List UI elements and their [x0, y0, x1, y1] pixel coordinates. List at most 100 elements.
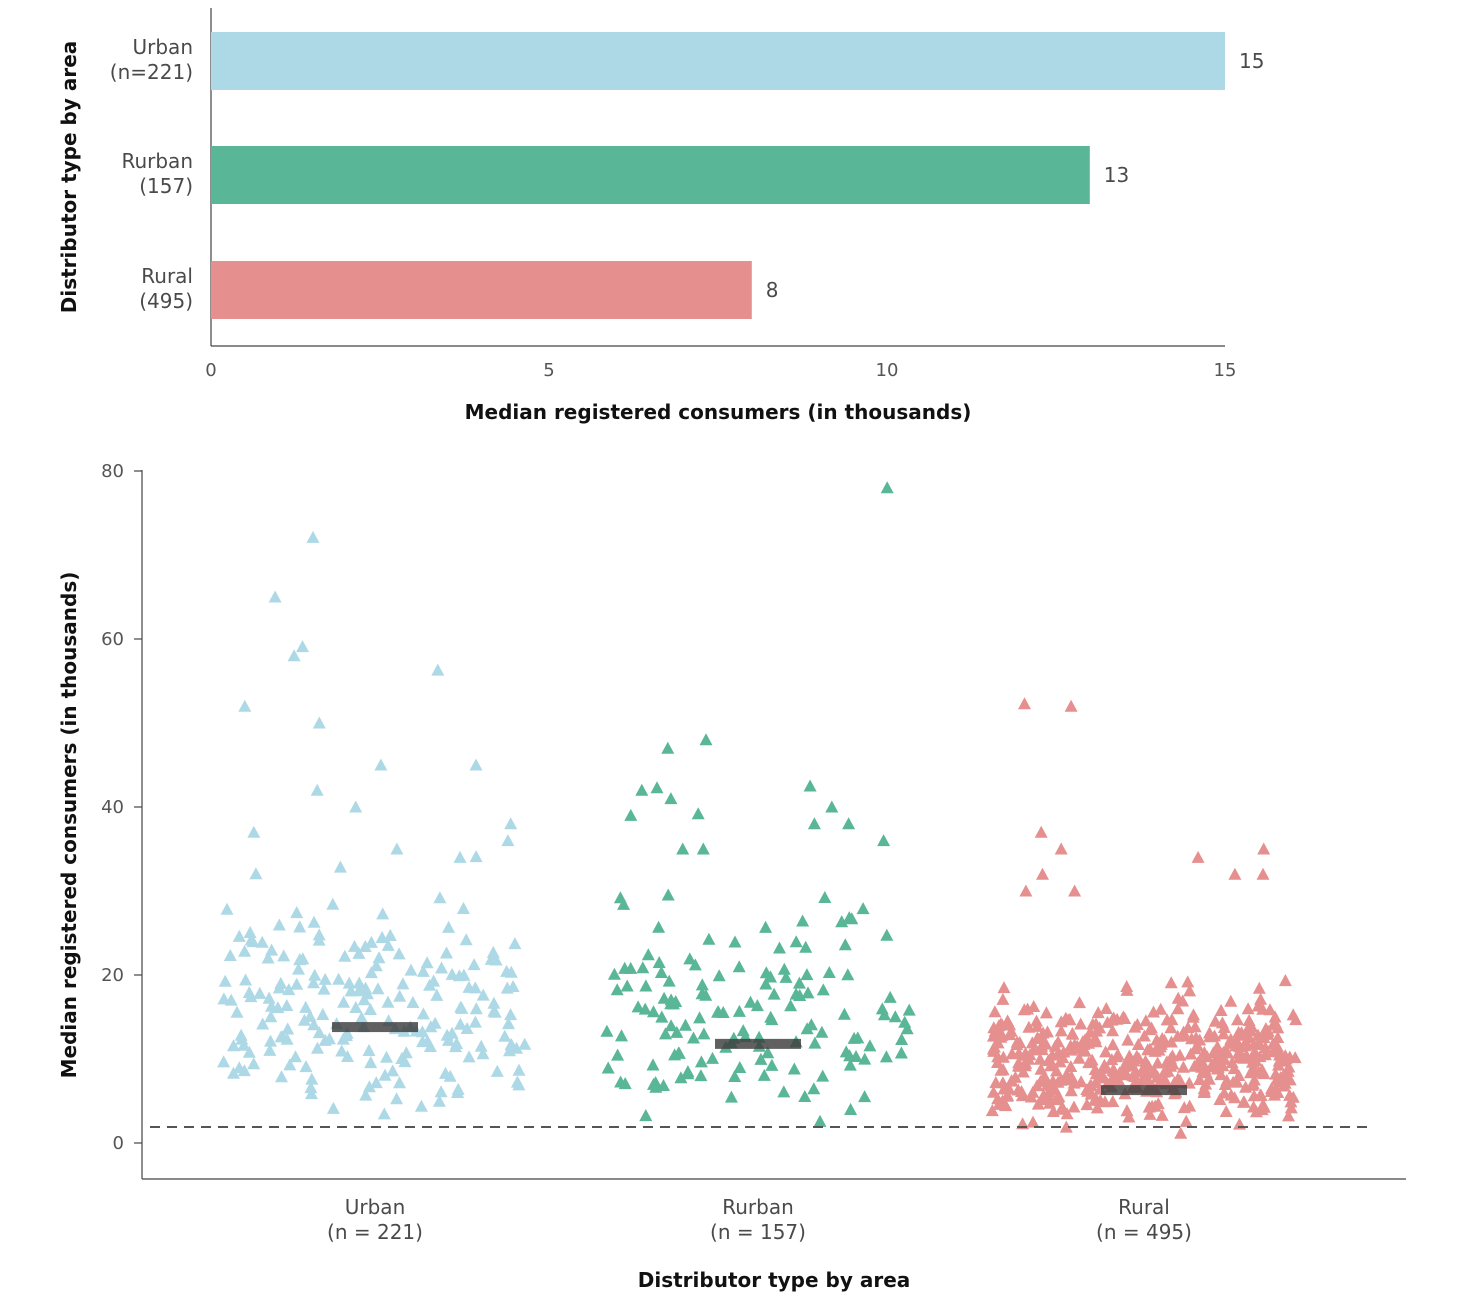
- data-point-rurban: [732, 960, 746, 973]
- data-point-rurban: [801, 986, 815, 999]
- data-point-rural: [1051, 1091, 1065, 1103]
- data-point-rural: [1256, 1098, 1270, 1111]
- data-point-rurban: [793, 988, 807, 1001]
- data-point-urban: [468, 1015, 482, 1028]
- strip-category-label-urban: Urban: [345, 1195, 406, 1219]
- data-point-rural: [1019, 1046, 1032, 1059]
- data-point-rural: [1147, 1064, 1161, 1077]
- data-point-rurban: [712, 969, 726, 982]
- data-point-rural: [1155, 1108, 1169, 1121]
- data-point-rural: [1121, 1033, 1135, 1046]
- data-point-rurban: [688, 958, 702, 971]
- data-point-urban: [469, 1002, 483, 1015]
- data-point-rural: [1204, 1060, 1218, 1072]
- data-point-rural: [1269, 1067, 1283, 1080]
- data-point-urban: [217, 992, 231, 1005]
- data-point-rural: [1059, 1120, 1073, 1133]
- data-point-urban: [383, 928, 397, 941]
- data-point-rural: [1111, 1048, 1125, 1061]
- data-point-rural: [985, 1104, 999, 1117]
- data-point-rurban: [843, 1058, 857, 1071]
- data-point-urban: [490, 1064, 504, 1077]
- data-point-rural: [1051, 1035, 1065, 1048]
- data-point-rurban: [664, 1019, 678, 1032]
- data-point-urban: [443, 1069, 457, 1082]
- data-point-urban: [474, 1039, 488, 1052]
- data-point-rurban: [724, 1090, 738, 1103]
- strip-category-label-rural: (n = 495): [1096, 1220, 1192, 1244]
- data-point-rural: [1217, 1021, 1231, 1033]
- data-point-urban: [369, 1076, 383, 1089]
- data-point-urban: [489, 953, 503, 966]
- data-point-rural: [1137, 1061, 1150, 1074]
- bar-category-label-rural: (495): [139, 289, 193, 313]
- data-point-urban: [362, 1043, 376, 1056]
- data-point-rurban: [883, 990, 897, 1003]
- data-point-rurban: [842, 911, 856, 924]
- data-point-rural: [1064, 699, 1078, 712]
- data-point-rurban: [789, 935, 803, 948]
- data-point-urban: [390, 1092, 404, 1105]
- data-point-rural: [1210, 1040, 1224, 1053]
- data-point-urban: [263, 1043, 277, 1056]
- data-point-rurban: [799, 940, 813, 953]
- data-point-urban: [486, 945, 500, 958]
- data-point-rurban: [661, 741, 675, 754]
- data-point-rurban: [636, 961, 650, 974]
- data-point-urban: [377, 1107, 391, 1120]
- data-point-rurban: [647, 1077, 660, 1090]
- data-point-rurban: [759, 920, 773, 933]
- data-point-urban: [232, 929, 246, 942]
- median-bar-rural: [1101, 1085, 1187, 1096]
- data-point-urban: [249, 867, 263, 880]
- data-point-rural: [987, 1085, 1000, 1098]
- data-point-rurban: [670, 1025, 684, 1038]
- data-point-rural: [1188, 1020, 1202, 1033]
- data-point-rurban: [676, 842, 690, 855]
- data-point-rurban: [777, 962, 791, 975]
- bar-x-tick-label: 5: [543, 360, 554, 381]
- data-point-rural: [1106, 1071, 1120, 1084]
- data-point-rural: [1237, 1095, 1251, 1108]
- data-point-rural: [1193, 1072, 1207, 1085]
- data-point-urban: [406, 995, 420, 1008]
- data-point-rurban: [694, 1055, 708, 1068]
- data-point-urban: [297, 1013, 311, 1026]
- bar-rural: [211, 261, 752, 319]
- data-point-urban: [242, 1045, 256, 1058]
- bar-rurban: [211, 146, 1090, 204]
- data-point-rural: [1034, 825, 1048, 838]
- bar-y-axis-title: Distributor type by area: [57, 41, 81, 314]
- data-point-urban: [381, 938, 395, 951]
- data-point-urban: [462, 980, 476, 993]
- data-point-rurban: [728, 1069, 742, 1082]
- data-point-urban: [416, 1007, 430, 1020]
- data-point-rurban: [635, 783, 649, 796]
- data-point-urban: [374, 758, 388, 771]
- data-point-rural: [1067, 1100, 1081, 1113]
- data-point-rural: [1026, 1085, 1040, 1098]
- data-point-urban: [467, 958, 481, 971]
- data-point-rurban: [880, 481, 894, 494]
- data-point-rurban: [818, 891, 832, 903]
- data-point-rurban: [601, 1061, 615, 1074]
- data-point-urban: [363, 1002, 377, 1015]
- data-point-urban: [299, 1060, 313, 1073]
- data-point-urban: [277, 949, 291, 962]
- data-point-rural: [1013, 1059, 1027, 1072]
- data-point-urban: [312, 716, 326, 729]
- data-point-rurban: [699, 988, 713, 1001]
- data-point-rural: [987, 1021, 1001, 1034]
- data-point-rurban: [674, 1071, 688, 1084]
- data-point-urban: [264, 1010, 278, 1023]
- data-point-rural: [1185, 1032, 1199, 1045]
- data-point-rural: [1173, 1073, 1187, 1086]
- data-point-rural: [1030, 1014, 1043, 1027]
- data-point-urban: [317, 982, 331, 995]
- data-point-rurban: [687, 1031, 700, 1044]
- data-point-urban: [469, 758, 483, 771]
- data-point-rural: [1220, 1073, 1234, 1086]
- data-point-urban: [262, 991, 276, 1004]
- data-point-rural: [1227, 1062, 1241, 1075]
- data-point-urban: [453, 850, 467, 863]
